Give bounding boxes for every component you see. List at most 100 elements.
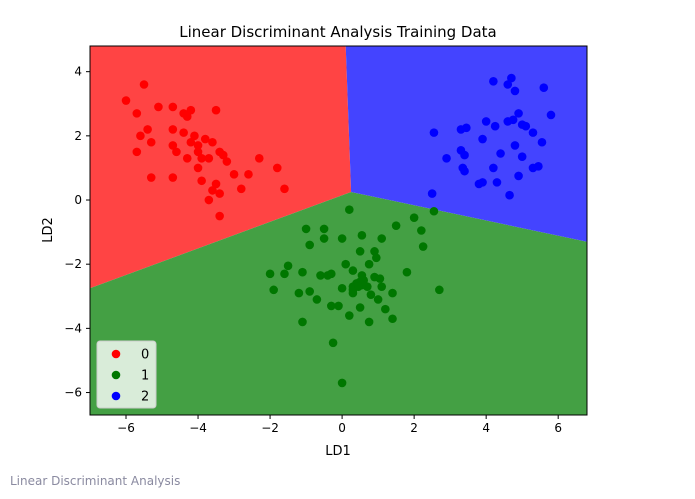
point-class-2 (505, 190, 514, 200)
legend: 0 1 2 (96, 340, 157, 409)
point-class-1 (357, 231, 367, 240)
x-tick-label: 2 (410, 421, 418, 435)
point-class-1 (337, 283, 347, 293)
point-class-0 (186, 105, 196, 115)
point-class-1 (334, 301, 343, 311)
point-class-1 (348, 266, 358, 275)
point-class-0 (208, 137, 217, 147)
point-class-1 (319, 224, 329, 234)
x-tick-label: 4 (482, 421, 490, 435)
point-class-1 (355, 247, 365, 256)
point-class-2 (489, 76, 498, 86)
legend-label: 0 (141, 348, 149, 363)
point-class-1 (418, 242, 428, 251)
x-tick-label: −4 (189, 421, 207, 435)
point-class-2 (521, 121, 531, 131)
point-class-0 (168, 125, 178, 134)
legend-box (96, 340, 157, 409)
point-class-2 (460, 150, 469, 160)
point-class-0 (179, 128, 188, 137)
legend-label: 1 (141, 369, 149, 384)
point-class-0 (211, 179, 221, 189)
point-class-0 (121, 96, 131, 105)
y-tick-label: 4 (74, 65, 82, 79)
point-class-1 (305, 287, 314, 296)
x-axis-label: LD1 (325, 444, 351, 459)
decision-regions (90, 46, 587, 415)
point-class-0 (146, 173, 156, 182)
point-class-0 (215, 189, 224, 198)
point-class-0 (168, 102, 178, 112)
point-class-1 (269, 285, 278, 295)
point-class-1 (326, 269, 336, 279)
legend-marker (111, 370, 121, 380)
point-class-0 (168, 141, 178, 150)
point-class-2 (462, 123, 471, 133)
point-class-1 (294, 288, 304, 298)
point-class-0 (132, 147, 142, 157)
legend-marker (111, 391, 121, 401)
point-class-1 (354, 282, 363, 291)
point-class-2 (496, 149, 505, 158)
point-class-0 (229, 170, 239, 179)
point-class-0 (168, 173, 178, 182)
point-class-1 (316, 271, 325, 280)
point-class-0 (132, 109, 142, 118)
y-axis-label: LD2 (41, 217, 56, 243)
x-tick-label: −2 (261, 421, 279, 435)
point-class-0 (254, 154, 264, 163)
point-class-1 (312, 295, 322, 304)
chart-title: Linear Discriminant Analysis Training Da… (179, 23, 496, 41)
point-class-1 (429, 206, 439, 216)
point-class-2 (537, 137, 547, 147)
point-class-0 (222, 157, 232, 166)
point-class-0 (204, 154, 214, 163)
point-class-1 (280, 269, 289, 279)
point-class-1 (341, 259, 351, 269)
point-class-2 (427, 189, 437, 198)
point-class-1 (301, 224, 311, 234)
point-class-0 (139, 80, 149, 89)
x-tick-label: −6 (117, 421, 135, 435)
point-class-2 (507, 73, 516, 83)
point-class-2 (492, 178, 502, 187)
point-class-0 (197, 176, 206, 186)
point-class-0 (154, 102, 163, 112)
point-class-0 (244, 170, 253, 179)
point-class-0 (146, 137, 156, 147)
legend-label: 2 (141, 390, 149, 405)
point-class-2 (429, 128, 439, 137)
y-tick-label: −2 (64, 257, 82, 271)
point-class-1 (345, 205, 354, 214)
point-class-1 (388, 314, 397, 324)
point-class-2 (514, 171, 523, 181)
point-class-1 (298, 267, 307, 277)
point-class-0 (143, 125, 152, 134)
point-class-2 (489, 163, 498, 173)
point-class-0 (182, 112, 192, 121)
point-class-0 (280, 184, 289, 194)
page-caption: Linear Discriminant Analysis (10, 474, 181, 488)
point-class-0 (204, 195, 214, 205)
data-points (121, 73, 556, 388)
axis-ticks: −6 −4 −2 0 2 4 6 −6 −4 −2 0 2 4 (64, 65, 562, 435)
point-class-1 (409, 213, 419, 222)
point-class-0 (215, 211, 224, 221)
point-class-0 (197, 154, 206, 163)
point-class-1 (391, 221, 401, 230)
point-class-1 (283, 261, 293, 271)
point-class-1 (375, 274, 385, 283)
point-class-0 (208, 186, 217, 195)
point-class-1 (366, 290, 376, 299)
point-class-1 (381, 304, 390, 314)
point-class-1 (326, 301, 336, 311)
point-class-1 (373, 295, 383, 304)
point-class-0 (186, 137, 196, 147)
point-class-2 (508, 115, 518, 125)
point-class-2 (481, 117, 491, 126)
point-class-2 (546, 110, 556, 120)
point-class-0 (218, 150, 228, 160)
point-class-1 (305, 240, 314, 250)
legend-marker (111, 349, 121, 359)
point-class-1 (328, 338, 338, 348)
